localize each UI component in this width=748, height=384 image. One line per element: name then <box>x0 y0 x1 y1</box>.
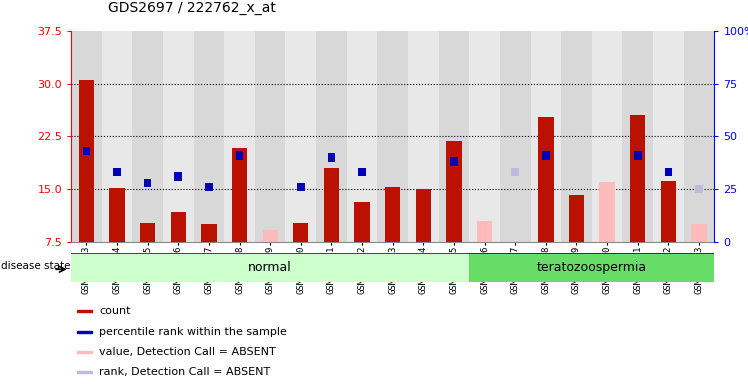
Text: teratozoospermia: teratozoospermia <box>537 262 647 274</box>
Bar <box>316 31 347 242</box>
Text: normal: normal <box>248 262 292 274</box>
Bar <box>695 185 703 194</box>
Bar <box>684 31 714 242</box>
Bar <box>599 182 615 242</box>
Bar <box>205 183 212 191</box>
Bar <box>438 31 469 242</box>
Bar <box>328 153 335 162</box>
Bar <box>224 31 255 242</box>
Bar <box>71 31 102 242</box>
Bar <box>447 141 462 242</box>
Bar <box>78 351 92 353</box>
Bar <box>622 31 653 242</box>
Bar <box>102 31 132 242</box>
Text: disease state: disease state <box>1 262 71 271</box>
Text: GDS2697 / 222762_x_at: GDS2697 / 222762_x_at <box>108 2 276 15</box>
Bar <box>263 230 278 242</box>
Bar <box>174 172 182 181</box>
Bar <box>660 181 676 242</box>
Bar <box>530 31 561 242</box>
Bar <box>109 188 125 242</box>
Text: value, Detection Call = ABSENT: value, Detection Call = ABSENT <box>99 347 276 357</box>
Text: rank, Detection Call = ABSENT: rank, Detection Call = ABSENT <box>99 367 271 377</box>
Bar <box>450 157 458 166</box>
Bar <box>539 118 554 242</box>
Text: percentile rank within the sample: percentile rank within the sample <box>99 327 287 337</box>
Bar <box>416 189 431 242</box>
Bar <box>297 183 304 191</box>
Bar <box>561 31 592 242</box>
Bar <box>630 115 646 242</box>
Bar <box>469 253 714 282</box>
Bar <box>201 224 217 242</box>
Bar <box>194 31 224 242</box>
Bar <box>132 31 163 242</box>
Bar <box>691 224 707 242</box>
Bar <box>500 31 530 242</box>
Bar <box>378 31 408 242</box>
Bar <box>477 221 492 242</box>
Bar <box>163 31 194 242</box>
Bar <box>232 148 247 242</box>
Bar <box>78 310 92 312</box>
Bar <box>385 187 400 242</box>
Bar <box>653 31 684 242</box>
Bar <box>286 31 316 242</box>
Bar <box>568 195 584 242</box>
Bar <box>355 202 370 242</box>
Bar <box>634 151 642 160</box>
Text: count: count <box>99 306 131 316</box>
Bar <box>171 212 186 242</box>
Bar <box>293 223 308 242</box>
Bar <box>140 223 156 242</box>
Bar <box>236 151 243 160</box>
Bar <box>358 168 366 177</box>
Bar <box>255 31 286 242</box>
Bar <box>79 80 94 242</box>
Bar <box>82 147 91 156</box>
Bar <box>542 151 550 160</box>
Bar <box>592 31 622 242</box>
Bar <box>144 179 151 187</box>
Bar <box>347 31 378 242</box>
Bar <box>408 31 438 242</box>
Bar <box>664 168 672 177</box>
Bar <box>78 371 92 372</box>
Bar <box>78 331 92 333</box>
Bar <box>512 168 519 177</box>
Bar <box>324 168 339 242</box>
Bar <box>71 253 469 282</box>
Bar <box>113 168 121 177</box>
Bar <box>469 31 500 242</box>
